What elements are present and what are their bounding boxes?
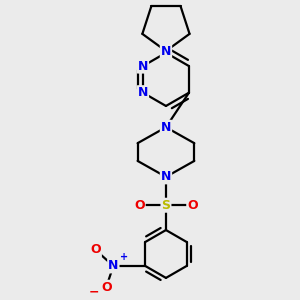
Text: N: N: [138, 60, 148, 73]
Text: +: +: [120, 252, 128, 262]
Text: O: O: [187, 199, 198, 212]
Text: N: N: [108, 260, 119, 272]
Text: −: −: [88, 285, 99, 298]
Text: N: N: [161, 121, 171, 134]
Text: N: N: [161, 170, 171, 183]
Text: O: O: [134, 199, 145, 212]
Text: O: O: [101, 281, 112, 294]
Text: N: N: [161, 44, 171, 58]
Text: S: S: [161, 199, 170, 212]
Text: N: N: [138, 86, 148, 99]
Text: O: O: [90, 244, 101, 256]
